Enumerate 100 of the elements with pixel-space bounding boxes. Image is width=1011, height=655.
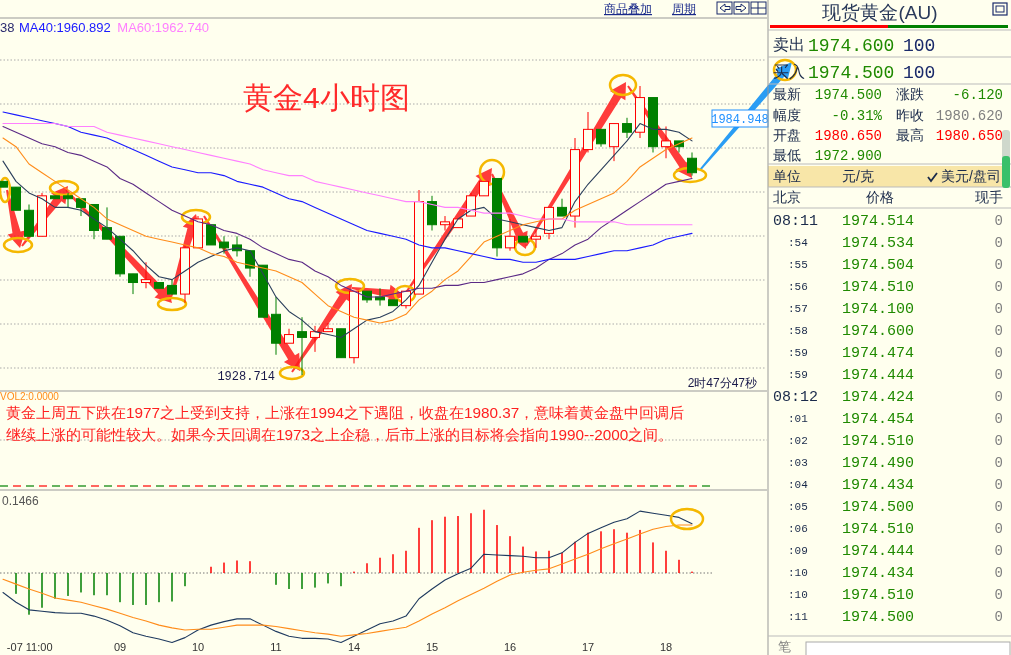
- text: MA40:1960.892: [19, 20, 111, 35]
- text: 黄金上周五下跌在1977之上受到支持，上涨在1994之下遇阻，收盘在1980.37，意味着黄金盘中回调后继续上涨的可能性较大。如果今天回调在1973之上企稳，后市上涨的目标将会指向1990--2000之间。: [6, 403, 686, 445]
- text: 商品叠加: [604, 2, 652, 16]
- text: :06: [788, 523, 808, 535]
- candlestick: [323, 322, 333, 333]
- text: :55: [788, 259, 808, 271]
- text: 1974.600: [841, 323, 915, 340]
- candlestick: [622, 117, 632, 139]
- text: 0: [994, 389, 1003, 405]
- text: 卖出: [773, 36, 805, 53]
- candlestick: [11, 186, 21, 211]
- text: :10: [788, 589, 808, 601]
- candlestick: [440, 215, 450, 231]
- text: 0: [994, 565, 1003, 581]
- text: 现手: [975, 189, 1003, 205]
- text: 1974.504: [841, 257, 915, 274]
- text: 0: [994, 411, 1003, 427]
- candlestick: [63, 192, 73, 208]
- text: 0: [994, 609, 1003, 625]
- text: 1974.514: [841, 213, 915, 230]
- candlestick: [219, 235, 229, 255]
- candlestick: [297, 316, 307, 376]
- x-tick-label: 14: [347, 641, 361, 653]
- candlestick: [310, 325, 320, 353]
- candlestick: [505, 218, 515, 252]
- text: 08:11: [773, 213, 819, 230]
- text: 0: [994, 235, 1003, 251]
- text: :58: [788, 325, 808, 337]
- text: 笔: [778, 639, 791, 654]
- text: 0: [994, 345, 1003, 361]
- text: 08:12: [773, 389, 819, 406]
- text: 38: [0, 20, 15, 35]
- text: 0: [994, 257, 1003, 273]
- text: 1974.500: [841, 499, 915, 516]
- text: 美元/盘司: [941, 168, 1001, 184]
- text: 1974.434: [841, 565, 915, 582]
- text: :10: [788, 567, 808, 579]
- text: 1974.100: [841, 301, 915, 318]
- text: 1974.454: [841, 411, 915, 428]
- candlestick: [102, 206, 112, 240]
- text: 最新: [773, 86, 801, 102]
- candlestick: [583, 111, 593, 153]
- text: 1972.900: [814, 148, 882, 164]
- text: 1974.490: [841, 455, 915, 472]
- text: 1974.474: [841, 345, 915, 362]
- text: 1980.620: [935, 108, 1003, 124]
- text: -0.31%: [831, 108, 883, 124]
- text: 1974.510: [841, 521, 915, 538]
- text: -6.120: [952, 87, 1003, 103]
- text: :56: [788, 281, 808, 293]
- x-tick-label: 18: [659, 641, 673, 653]
- x-tick-label: 16: [503, 641, 517, 653]
- text: 1974.534: [841, 235, 915, 252]
- text: 单位: [773, 168, 801, 184]
- text: MA60:1962.740: [117, 20, 210, 35]
- text: :09: [788, 545, 808, 557]
- text: 1974.444: [841, 543, 915, 560]
- text: :01: [788, 413, 809, 425]
- candlestick: [141, 261, 151, 289]
- text: 2时47分47秒: [687, 376, 757, 390]
- text: 周期: [672, 2, 696, 16]
- text: 0: [994, 279, 1003, 295]
- text: 1980.650: [935, 128, 1003, 144]
- text: :04: [788, 479, 809, 491]
- text: 0: [994, 213, 1003, 229]
- annotation: 1928.714: [217, 370, 275, 384]
- text: 1974.510: [841, 587, 915, 604]
- text: 0: [994, 543, 1003, 559]
- x-tick-label: 11: [270, 641, 282, 653]
- text: :57: [788, 303, 808, 315]
- text: 0: [994, 477, 1003, 493]
- x-tick-label: 15: [425, 641, 439, 653]
- text: 0: [994, 587, 1003, 603]
- text: 1974.500: [808, 63, 895, 83]
- text: 1974.500: [814, 87, 882, 103]
- candlestick: [557, 198, 567, 217]
- candlestick: [128, 273, 138, 295]
- text: 1980.650: [814, 128, 882, 144]
- text: 100: [903, 36, 936, 56]
- chart-title: 黄金4小时图: [243, 81, 410, 114]
- text: 1974.600: [808, 36, 895, 56]
- text: 0: [994, 301, 1003, 317]
- text: 1974.434: [841, 477, 915, 494]
- text: 0: [994, 499, 1003, 515]
- candlestick: [609, 123, 619, 162]
- text: 0: [994, 367, 1003, 383]
- text: :02: [788, 435, 808, 447]
- text: 北京: [773, 189, 801, 205]
- text: 现货黄金(AU): [822, 2, 938, 23]
- text: 价格: [865, 189, 894, 205]
- text: 涨跌: [896, 86, 924, 102]
- candlestick: [661, 125, 671, 159]
- text: 1974.444: [841, 367, 915, 384]
- text: 0.1466: [2, 494, 40, 508]
- text: 幅度: [773, 107, 801, 123]
- text: 最低: [773, 147, 801, 163]
- text: :59: [788, 369, 808, 381]
- text: 0: [994, 433, 1003, 449]
- x-tick-label: 09: [113, 641, 127, 653]
- text: 1974.424: [841, 389, 915, 406]
